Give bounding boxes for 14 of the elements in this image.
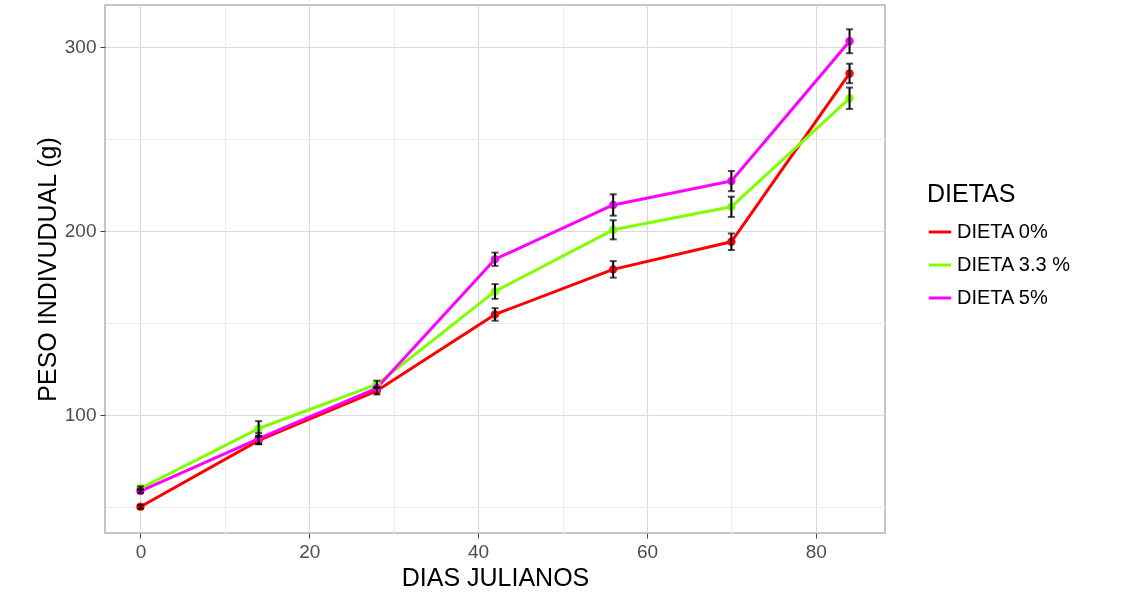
legend-label: DIETA 5% [957, 286, 1048, 308]
legend-label: DIETA 3.3 % [957, 253, 1071, 275]
legend-label: DIETA 0% [957, 220, 1048, 242]
legend-title: DIETAS [927, 179, 1016, 207]
y-tick-label: 200 [64, 220, 97, 242]
x-tick-label: 20 [299, 540, 321, 562]
y-tick-label: 300 [64, 36, 97, 58]
x-tick-label: 40 [468, 540, 490, 562]
x-axis-title: DIAS JULIANOS [401, 562, 590, 591]
x-tick-label: 60 [636, 540, 659, 562]
y-axis-title: PESO INDIVUDUAL (g) [32, 137, 61, 402]
y-tick-label: 100 [64, 404, 97, 426]
x-tick-label: 80 [805, 540, 827, 562]
x-tick-label: 0 [135, 540, 147, 562]
